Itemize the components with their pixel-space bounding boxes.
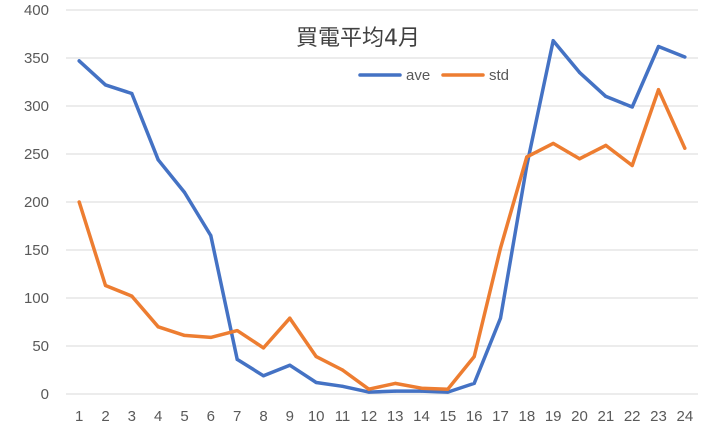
data-point-ave-6 (209, 234, 213, 238)
x-tick-label-1: 1 (75, 408, 83, 425)
data-point-std-8 (261, 346, 266, 350)
data-point-ave-9 (288, 363, 292, 367)
y-axis-tick-labels: 0 50 100 150 200 250 300 350 400 (24, 2, 49, 403)
data-point-std-17 (498, 246, 503, 250)
y-tick-label-400: 400 (24, 2, 49, 19)
x-tick-label-11: 11 (335, 408, 351, 425)
data-point-ave-20 (577, 70, 582, 74)
data-point-std-6 (209, 335, 213, 339)
series-lines (77, 38, 687, 394)
data-point-ave-24 (683, 55, 687, 59)
x-tick-label-22: 22 (624, 408, 641, 425)
gridlines (66, 9, 698, 395)
data-point-ave-7 (235, 357, 239, 362)
data-point-ave-16 (472, 381, 476, 386)
y-tick-label-300: 300 (24, 98, 49, 115)
data-point-ave-19 (551, 39, 555, 43)
y-tick-label-200: 200 (24, 194, 49, 211)
x-tick-label-7: 7 (233, 408, 241, 425)
data-point-ave-2 (103, 83, 108, 87)
x-tick-label-14: 14 (413, 408, 430, 425)
series-line-ave (77, 38, 687, 394)
data-point-ave-23 (656, 44, 661, 49)
data-point-ave-12 (367, 390, 371, 394)
data-point-std-13 (393, 381, 397, 386)
x-tick-label-12: 12 (360, 408, 377, 425)
data-point-std-9 (288, 316, 292, 320)
x-tick-label-4: 4 (154, 408, 162, 425)
data-point-ave-4 (156, 158, 160, 162)
data-point-ave-22 (630, 105, 634, 109)
data-point-std-20 (577, 157, 582, 161)
x-tick-label-3: 3 (128, 408, 136, 425)
data-point-std-22 (630, 163, 634, 168)
data-point-ave-11 (340, 384, 345, 388)
x-tick-label-13: 13 (387, 408, 404, 425)
y-tick-label-100: 100 (24, 290, 49, 307)
data-point-std-21 (604, 143, 608, 147)
data-point-std-1 (77, 200, 81, 204)
x-tick-label-20: 20 (571, 408, 588, 425)
data-point-ave-21 (604, 94, 608, 98)
data-point-std-2 (103, 283, 108, 288)
legend-label-std: std (489, 67, 509, 84)
data-point-std-3 (130, 294, 134, 298)
x-tick-label-8: 8 (259, 408, 267, 425)
series-line-std (77, 87, 687, 391)
data-point-std-23 (656, 88, 661, 92)
x-tick-label-17: 17 (492, 408, 509, 425)
y-tick-label-0: 0 (41, 386, 49, 403)
y-tick-label-50: 50 (32, 338, 49, 355)
x-tick-label-9: 9 (286, 408, 294, 425)
data-point-std-12 (367, 387, 371, 391)
x-tick-label-19: 19 (545, 408, 562, 425)
data-point-std-7 (235, 329, 239, 333)
x-tick-label-2: 2 (101, 408, 109, 425)
data-point-std-5 (182, 333, 187, 338)
x-tick-label-24: 24 (676, 408, 693, 425)
y-tick-label-150: 150 (24, 242, 49, 259)
data-point-std-15 (446, 387, 450, 391)
data-point-std-11 (340, 368, 345, 372)
y-tick-label-350: 350 (24, 50, 49, 67)
data-point-std-16 (472, 354, 476, 359)
data-point-std-4 (156, 325, 160, 329)
x-tick-label-6: 6 (207, 408, 215, 425)
data-point-ave-13 (393, 389, 397, 393)
data-point-ave-15 (446, 390, 450, 394)
data-point-ave-5 (182, 190, 187, 194)
x-tick-label-23: 23 (650, 408, 667, 425)
data-point-ave-17 (498, 316, 503, 320)
data-point-std-18 (525, 155, 529, 159)
x-tick-label-16: 16 (466, 408, 483, 425)
legend: ave std (358, 67, 509, 84)
legend-label-ave: ave (406, 67, 430, 84)
data-point-std-10 (314, 354, 318, 359)
x-tick-label-18: 18 (518, 408, 535, 425)
data-point-ave-1 (77, 59, 81, 63)
y-tick-label-250: 250 (24, 146, 49, 163)
x-tick-label-5: 5 (180, 408, 188, 425)
data-point-ave-3 (130, 91, 134, 96)
x-tick-label-10: 10 (308, 408, 325, 425)
data-point-std-24 (683, 146, 687, 150)
data-point-std-19 (551, 141, 555, 146)
chart-title: 買電平均4月 (296, 26, 420, 51)
data-point-ave-10 (314, 380, 318, 385)
x-tick-label-15: 15 (439, 408, 456, 425)
data-point-std-14 (419, 386, 424, 390)
x-axis-tick-labels: 1 2 3 4 5 6 7 8 9 10 11 12 13 14 15 16 17 18 19 20 21 22 23 24 (75, 408, 693, 425)
data-point-ave-8 (261, 374, 266, 378)
x-tick-label-21: 21 (597, 408, 614, 425)
data-point-ave-14 (419, 389, 424, 393)
